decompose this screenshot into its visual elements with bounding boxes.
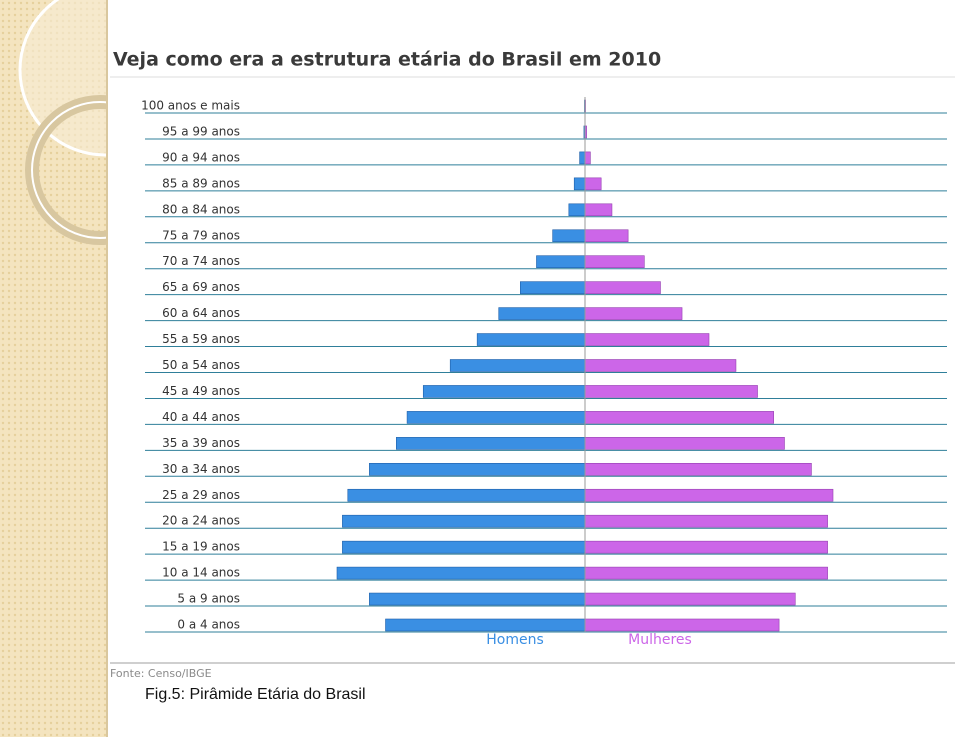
plot: 0 a 4 anos 5 a 9 anos 10 a 14 anos 15 a 19 … <box>141 97 947 648</box>
bar <box>347 488 586 502</box>
bar <box>584 411 774 424</box>
bar <box>584 592 796 606</box>
bar <box>584 333 710 346</box>
y-tick-label: 35 a 39 anos <box>162 436 240 450</box>
bar <box>449 359 586 372</box>
bar <box>406 411 586 424</box>
legend-label: Mulheres <box>628 632 692 648</box>
bar <box>476 333 586 346</box>
bar <box>579 151 586 165</box>
chart-title: Veja como era a estrutura etária do Bras… <box>113 49 661 71</box>
bar <box>584 437 785 450</box>
bar <box>369 462 586 476</box>
y-tick-label: 90 a 94 anos <box>162 150 240 164</box>
y-tick-label: 25 a 29 anos <box>162 488 240 502</box>
bar <box>584 177 602 191</box>
y-tick-label: 30 a 34 anos <box>162 462 240 476</box>
bar <box>520 281 586 294</box>
y-tick-label: 20 a 24 anos <box>162 514 240 528</box>
bar <box>584 151 591 165</box>
y-tick-label: 50 a 54 anos <box>162 358 240 372</box>
y-tick-label: 55 a 59 anos <box>162 332 240 346</box>
bar <box>536 255 586 268</box>
legend-label: Homens <box>486 632 544 648</box>
bar <box>584 307 683 320</box>
bar <box>342 514 586 528</box>
bar <box>336 566 586 580</box>
bar <box>584 462 812 476</box>
y-tick-label: 95 a 99 anos <box>162 124 240 138</box>
bar <box>584 229 629 243</box>
y-tick-label: 100 anos e mais <box>141 99 240 113</box>
y-tick-label: 85 a 89 anos <box>162 176 240 190</box>
bar <box>584 255 645 268</box>
bar <box>498 307 586 320</box>
bar <box>369 592 586 606</box>
y-tick-label: 65 a 69 anos <box>162 280 240 294</box>
y-tick-label: 15 a 19 anos <box>162 540 240 554</box>
bar <box>584 488 834 502</box>
bar <box>342 540 586 554</box>
bar <box>573 177 586 191</box>
y-tick-label: 60 a 64 anos <box>162 306 240 320</box>
bar <box>584 514 828 528</box>
bar <box>584 359 737 372</box>
y-tick-label: 45 a 49 anos <box>162 384 240 398</box>
bar <box>568 203 586 217</box>
decor-circles <box>18 0 108 245</box>
bar <box>385 618 586 632</box>
source: Fonte: Censo/IBGE <box>110 667 212 680</box>
bar <box>422 385 586 398</box>
y-tick-label: 70 a 74 anos <box>162 254 240 268</box>
y-tick-label: 80 a 84 anos <box>162 202 240 216</box>
bar <box>552 229 586 243</box>
y-tick-label: 10 a 14 anos <box>162 566 240 580</box>
caption: Fig.5: Pirâmide Etária do Brasil <box>145 686 366 703</box>
bar <box>584 281 661 294</box>
bar <box>396 437 586 450</box>
bar <box>584 566 828 580</box>
bar <box>584 618 780 632</box>
bar <box>584 540 828 554</box>
y-tick-label: 5 a 9 anos <box>177 592 240 606</box>
bar <box>584 203 613 217</box>
bar <box>584 385 758 398</box>
y-tick-label: 0 a 4 anos <box>177 618 240 632</box>
y-tick-label: 75 a 79 anos <box>162 228 240 242</box>
y-tick-label: 40 a 44 anos <box>162 410 240 424</box>
